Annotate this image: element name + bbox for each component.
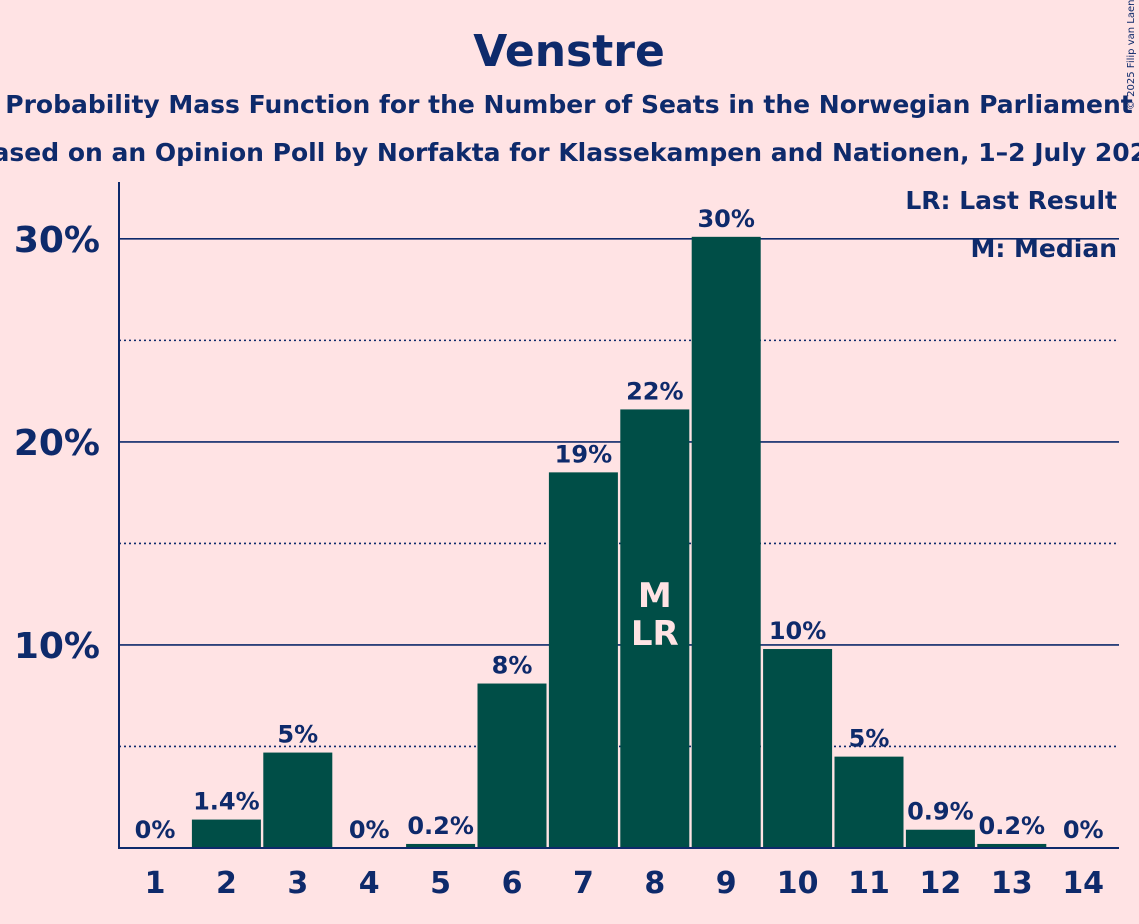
- x-tick-label: 7: [573, 866, 594, 901]
- data-label: 10%: [769, 617, 826, 645]
- bar: [691, 236, 761, 848]
- x-tick-label: 2: [216, 866, 237, 901]
- data-label: 19%: [555, 440, 612, 468]
- x-tick-label: 4: [359, 866, 380, 901]
- bar: [477, 683, 547, 848]
- y-axis-ticks: 10% 20% 30%: [14, 220, 100, 667]
- data-label: 8%: [492, 652, 533, 680]
- y-tick-label: 20%: [14, 423, 100, 464]
- bar: [548, 472, 618, 848]
- bar: [620, 409, 690, 848]
- x-tick-label: 9: [716, 866, 737, 901]
- data-label: 30%: [697, 205, 754, 233]
- y-tick-label: 10%: [14, 626, 100, 667]
- median-marker: M: [638, 576, 672, 616]
- last-result-marker: LR: [631, 614, 679, 654]
- x-tick-label: 14: [1062, 866, 1104, 901]
- legend-entry: M: Median: [970, 234, 1117, 263]
- copyright-text: © 2025 Filip van Laenen: [1126, 0, 1137, 110]
- legend-entry: LR: Last Result: [905, 186, 1117, 215]
- x-tick-label: 12: [920, 866, 962, 901]
- legend: LR: Last Result M: Median: [905, 186, 1117, 263]
- data-label: 5%: [849, 725, 890, 753]
- x-tick-label: 8: [644, 866, 665, 901]
- data-label: 1.4%: [193, 788, 260, 816]
- x-tick-label: 1: [145, 866, 166, 901]
- chart-title: Venstre: [473, 26, 665, 77]
- data-label: 5%: [277, 721, 318, 749]
- x-tick-label: 10: [777, 866, 819, 901]
- bar: [191, 819, 261, 848]
- bar: [263, 752, 333, 848]
- chart-subtitle-1: Probability Mass Function for the Number…: [5, 90, 1133, 119]
- data-label: 0.9%: [907, 798, 974, 826]
- bar: [763, 649, 833, 848]
- data-label: 0%: [349, 816, 390, 844]
- y-tick-label: 30%: [14, 220, 100, 261]
- gridlines: [119, 238, 1119, 748]
- data-label: 0%: [135, 816, 176, 844]
- bar: [905, 829, 975, 848]
- chart-subtitle-2: Based on an Opinion Poll by Norfakta for…: [0, 138, 1139, 167]
- bars: [191, 236, 1047, 848]
- x-axis-ticks: 1 2 3 4 5 6 7 8 9 10 11 12 13 14: [145, 866, 1105, 901]
- x-tick-label: 13: [991, 866, 1033, 901]
- bar: [406, 843, 476, 848]
- x-tick-label: 11: [848, 866, 890, 901]
- x-tick-label: 6: [502, 866, 523, 901]
- bar: [977, 843, 1047, 848]
- data-label: 0.2%: [407, 812, 474, 840]
- data-label: 0.2%: [979, 812, 1046, 840]
- data-labels: 0%1.4%5%0% 0.2%8%19%22%MLR30%10%5%0.9%0.2…: [135, 205, 1104, 844]
- bar: [834, 756, 904, 848]
- data-label: 0%: [1063, 816, 1104, 844]
- data-label: 22%: [626, 377, 683, 405]
- x-tick-label: 3: [287, 866, 308, 901]
- x-tick-label: 5: [430, 866, 451, 901]
